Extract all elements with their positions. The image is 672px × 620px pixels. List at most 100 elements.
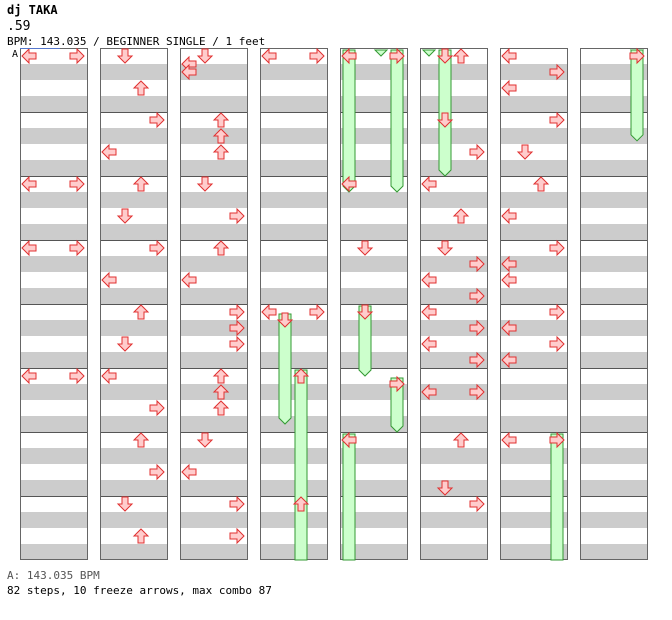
beat-stripe <box>420 224 488 240</box>
beat-stripe <box>180 416 248 432</box>
up-arrow-icon <box>132 304 150 320</box>
beat-stripe <box>20 480 88 496</box>
beat-stripe <box>500 384 568 400</box>
up-arrow-icon <box>212 368 230 384</box>
up-arrow-icon <box>212 384 230 400</box>
left-arrow-icon <box>501 47 517 65</box>
beat-stripe <box>20 448 88 464</box>
beat-stripe <box>100 64 168 80</box>
beat-stripe <box>420 480 488 496</box>
beat-stripe <box>100 256 168 272</box>
column-frame <box>500 48 568 560</box>
beat-stripe <box>20 224 88 240</box>
up-arrow-icon <box>132 80 150 96</box>
down-arrow-icon <box>436 112 454 128</box>
beat-stripe <box>260 128 328 144</box>
up-arrow-icon <box>212 128 230 144</box>
beat-stripe <box>100 128 168 144</box>
beat-stripe <box>420 512 488 528</box>
beat-stripe <box>340 192 408 208</box>
right-arrow-icon <box>469 255 485 273</box>
beat-stripe <box>180 64 248 80</box>
right-arrow-icon <box>69 175 85 193</box>
down-arrow-icon <box>436 240 454 256</box>
beat-stripe <box>580 320 648 336</box>
down-arrow-icon <box>276 312 294 328</box>
beat-stripe <box>100 544 168 560</box>
chart-column <box>500 48 568 560</box>
beat-stripe <box>500 192 568 208</box>
right-arrow-icon <box>229 319 245 337</box>
beat-stripe <box>100 96 168 112</box>
freeze-arrow <box>358 305 372 377</box>
right-arrow-icon <box>389 375 405 393</box>
beat-stripe <box>580 288 648 304</box>
beat-stripe <box>580 512 648 528</box>
freeze-arrow <box>390 377 404 433</box>
up-arrow-icon <box>212 240 230 256</box>
freeze-arrow <box>342 49 356 193</box>
bpm-difficulty-line: BPM: 143.035 / BEGINNER SINGLE / 1 feet <box>7 35 266 48</box>
beat-stripe <box>100 384 168 400</box>
beat-stripe <box>260 416 328 432</box>
freeze-arrow <box>373 49 389 57</box>
freeze-arrow <box>342 433 356 561</box>
beat-stripe <box>580 544 648 560</box>
beat-stripe <box>500 352 568 368</box>
up-arrow-icon <box>452 432 470 448</box>
beat-stripe <box>500 288 568 304</box>
beat-stripe <box>500 96 568 112</box>
down-arrow-icon <box>196 432 214 448</box>
beat-stripe <box>260 64 328 80</box>
beat-stripe <box>20 512 88 528</box>
right-arrow-icon <box>69 367 85 385</box>
beat-stripe <box>340 512 408 528</box>
beat-stripe <box>20 544 88 560</box>
bpm-change-legend: A: 143.035 BPM <box>7 569 100 582</box>
beat-stripe <box>580 224 648 240</box>
left-arrow-icon <box>421 271 437 289</box>
left-arrow-icon <box>421 335 437 353</box>
beat-stripe <box>260 512 328 528</box>
up-arrow-icon <box>292 368 310 384</box>
up-arrow-icon <box>132 176 150 192</box>
beat-stripe <box>500 416 568 432</box>
chart-column <box>420 48 488 560</box>
chart-column <box>180 48 248 560</box>
left-arrow-icon <box>21 47 37 65</box>
beat-stripe <box>100 480 168 496</box>
beat-stripe <box>180 544 248 560</box>
right-arrow-icon <box>149 111 165 129</box>
chart-column <box>260 48 328 560</box>
column-frame <box>580 48 648 560</box>
left-arrow-icon <box>341 47 357 65</box>
beat-stripe <box>100 224 168 240</box>
freeze-arrow <box>421 49 437 57</box>
left-arrow-icon <box>181 63 197 81</box>
freeze-arrow <box>630 49 644 142</box>
beat-stripe <box>180 352 248 368</box>
right-arrow-icon <box>549 111 565 129</box>
beat-stripe <box>500 128 568 144</box>
beat-stripe <box>260 544 328 560</box>
beat-stripe <box>420 96 488 112</box>
right-arrow-icon <box>469 351 485 369</box>
left-arrow-icon <box>501 351 517 369</box>
chart-column <box>100 48 168 560</box>
left-arrow-icon <box>501 255 517 273</box>
right-arrow-icon <box>469 143 485 161</box>
beat-stripe <box>20 96 88 112</box>
beat-stripe <box>180 192 248 208</box>
left-arrow-icon <box>101 367 117 385</box>
down-arrow-icon <box>356 304 374 320</box>
song-title: .59 <box>7 19 31 34</box>
left-arrow-icon <box>501 207 517 225</box>
beat-stripe <box>100 192 168 208</box>
beat-stripe <box>20 320 88 336</box>
right-arrow-icon <box>229 303 245 321</box>
beat-stripe <box>20 416 88 432</box>
beat-stripe <box>500 256 568 272</box>
right-arrow-icon <box>229 207 245 225</box>
up-arrow-icon <box>212 144 230 160</box>
